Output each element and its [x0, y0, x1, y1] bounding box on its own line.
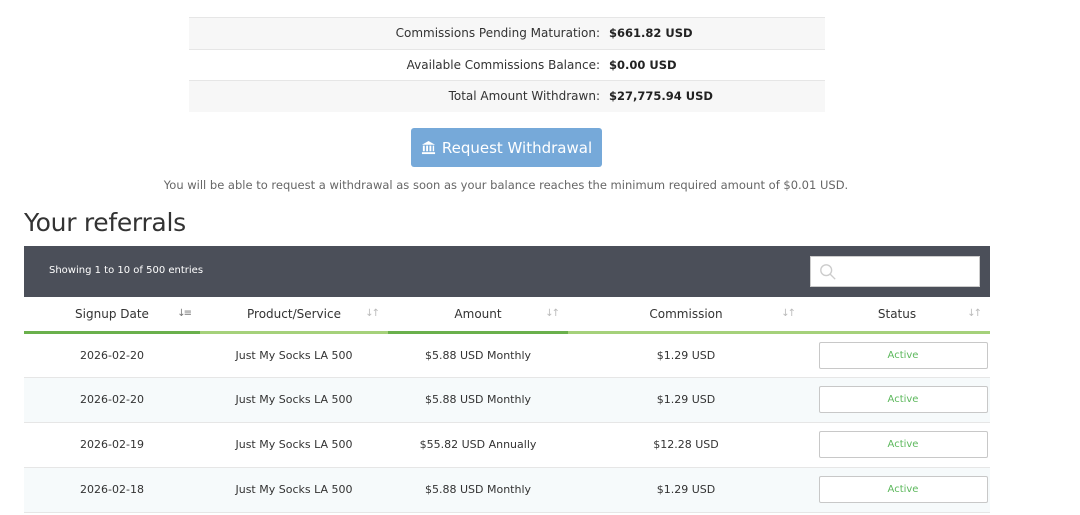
sort-icon: ↓↑ — [365, 308, 380, 319]
referrals-table: Signup Date ↓≡ Product/Service ↓↑ Amount… — [24, 297, 990, 513]
withdrawal-notice: You will be able to request a withdrawal… — [163, 178, 849, 192]
column-status[interactable]: Status ↓↑ — [804, 297, 990, 334]
table-row[interactable]: 2026-02-18 Just My Socks LA 500 $5.88 US… — [24, 467, 990, 513]
cell-product: Just My Socks LA 500 — [200, 332, 388, 378]
cell-product: Just My Socks LA 500 — [200, 422, 388, 468]
cell-commission: $1.29 USD — [568, 377, 804, 423]
column-label: Signup Date — [75, 306, 149, 321]
summary-label: Available Commissions Balance: — [406, 57, 600, 72]
column-label: Commission — [649, 306, 723, 321]
cell-date: 2026-02-20 — [24, 377, 200, 423]
cell-amount: $5.88 USD Monthly — [388, 377, 568, 423]
request-withdrawal-label: Request Withdrawal — [441, 138, 593, 157]
search-input[interactable] — [810, 256, 980, 287]
table-header-row: Signup Date ↓≡ Product/Service ↓↑ Amount… — [24, 297, 990, 334]
cell-amount: $5.88 USD Monthly — [388, 467, 568, 513]
entries-info: Showing 1 to 10 of 500 entries — [49, 265, 204, 276]
cell-date: 2026-02-20 — [24, 332, 200, 378]
column-commission[interactable]: Commission ↓↑ — [568, 297, 804, 334]
table-row[interactable]: 2026-02-19 Just My Socks LA 500 $55.82 U… — [24, 422, 990, 468]
cell-commission: $1.29 USD — [568, 332, 804, 378]
status-badge: Active — [818, 476, 988, 503]
column-label: Status — [877, 306, 917, 321]
cell-date: 2026-02-18 — [24, 467, 200, 513]
table-row[interactable]: 2026-02-20 Just My Socks LA 500 $5.88 US… — [24, 377, 990, 423]
bank-icon — [421, 140, 435, 155]
column-label: Amount — [454, 306, 502, 321]
column-product[interactable]: Product/Service ↓↑ — [200, 297, 388, 334]
cell-amount: $5.88 USD Monthly — [388, 332, 568, 378]
cell-product: Just My Socks LA 500 — [200, 467, 388, 513]
summary-label: Total Amount Withdrawn: — [448, 89, 600, 104]
table-toolbar: Showing 1 to 10 of 500 entries — [24, 246, 990, 297]
sort-icon: ↓↑ — [781, 308, 796, 319]
summary-value: $661.82 USD — [609, 26, 693, 41]
summary-row-withdrawn: Total Amount Withdrawn: $27,775.94 USD — [189, 80, 825, 112]
cell-product: Just My Socks LA 500 — [200, 377, 388, 423]
page-title: Your referrals — [24, 208, 186, 237]
request-withdrawal-button[interactable]: Request Withdrawal — [411, 128, 602, 167]
sort-desc-icon: ↓≡ — [177, 308, 192, 319]
sort-icon: ↓↑ — [545, 308, 560, 319]
summary-value: $27,775.94 USD — [609, 89, 713, 104]
cell-commission: $12.28 USD — [568, 422, 804, 468]
commission-summary: Commissions Pending Maturation: $661.82 … — [189, 17, 825, 112]
column-amount[interactable]: Amount ↓↑ — [388, 297, 568, 334]
summary-row-available: Available Commissions Balance: $0.00 USD — [189, 48, 825, 80]
search-icon — [820, 264, 836, 280]
cell-status: Active — [804, 332, 990, 378]
sort-icon: ↓↑ — [967, 308, 982, 319]
cell-status: Active — [804, 422, 990, 468]
status-badge: Active — [818, 341, 988, 369]
status-badge: Active — [818, 386, 988, 413]
cell-status: Active — [804, 467, 990, 513]
status-badge: Active — [818, 431, 988, 458]
column-label: Product/Service — [247, 306, 341, 321]
cell-amount: $55.82 USD Annually — [388, 422, 568, 468]
cell-status: Active — [804, 377, 990, 423]
cell-date: 2026-02-19 — [24, 422, 200, 468]
table-row[interactable]: 2026-02-20 Just My Socks LA 500 $5.88 US… — [24, 332, 990, 378]
cell-commission: $1.29 USD — [568, 467, 804, 513]
summary-value: $0.00 USD — [609, 57, 677, 72]
summary-row-pending: Commissions Pending Maturation: $661.82 … — [189, 17, 825, 49]
column-signup-date[interactable]: Signup Date ↓≡ — [24, 297, 200, 334]
summary-label: Commissions Pending Maturation: — [395, 26, 600, 41]
